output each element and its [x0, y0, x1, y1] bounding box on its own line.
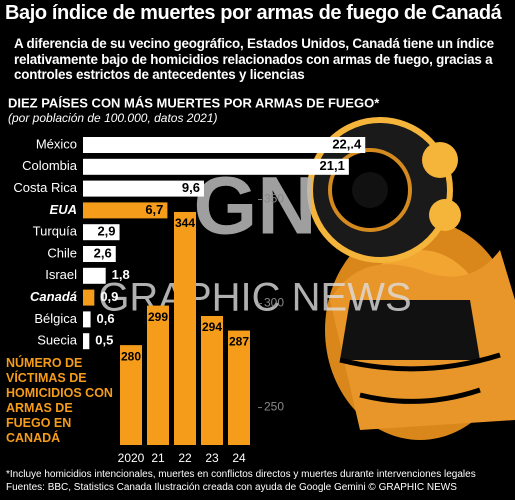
value-label: 344: [175, 216, 195, 230]
category-label: Turquía: [33, 224, 78, 239]
bar-title: NÚMERO DE VÍCTIMAS DE HOMICIDIOS CON ARM…: [6, 356, 113, 445]
watermark-logo: GN: [194, 161, 317, 252]
value-label: 9,6: [182, 180, 200, 195]
page-subtitle: A diferencia de su vecino geográfico, Es…: [14, 36, 494, 82]
footnote: *Incluye homicidios intencionales, muert…: [6, 469, 476, 480]
bar: [83, 180, 204, 197]
bar: [228, 330, 250, 445]
x-tick-label: 24: [232, 451, 246, 465]
value-label: 287: [229, 335, 249, 349]
value-label: 0,5: [95, 333, 113, 348]
bar: [147, 305, 169, 445]
gun-illustration: [307, 117, 515, 440]
source: Fuentes: BBC, Statistics Canada Ilustrac…: [6, 482, 457, 493]
bar: [83, 137, 366, 153]
bar: [174, 211, 196, 445]
bar: [83, 158, 349, 175]
y-tick-label: 300: [264, 296, 284, 310]
value-label: 294: [202, 320, 222, 334]
value-label: 1,8: [112, 267, 130, 282]
bar: [83, 224, 120, 241]
bar: [201, 316, 223, 445]
bar: [120, 345, 142, 445]
value-label: 0,6: [97, 311, 115, 326]
x-tick-label: 2020: [118, 451, 145, 465]
value-label: 2,9: [97, 224, 115, 239]
bar: [83, 202, 168, 219]
value-label: 21,1: [320, 158, 345, 173]
y-tick-label: 250: [264, 400, 284, 414]
x-tick-label: 22: [178, 451, 192, 465]
category-label: Costa Rica: [13, 180, 77, 195]
value-label: 280: [121, 349, 141, 363]
bar: [83, 267, 106, 284]
value-label: 22,.4: [332, 136, 362, 151]
category-label: EUA: [50, 202, 77, 217]
y-tick-label: 350: [264, 192, 284, 206]
x-tick-label: 21: [151, 451, 165, 465]
category-label: Israel: [45, 267, 77, 282]
x-tick-label: 23: [205, 451, 219, 465]
value-label: 299: [148, 310, 168, 324]
value-label: 0,9: [100, 289, 118, 304]
hbar-subtitle: (por población de 100.000, datos 2021): [8, 111, 218, 125]
bar: [83, 246, 116, 262]
bar: [83, 333, 90, 350]
bar: [83, 289, 95, 306]
value-label: 2,6: [94, 245, 112, 260]
category-label: Chile: [47, 245, 77, 260]
category-label: Suecia: [37, 333, 78, 348]
category-label: Colombia: [22, 158, 78, 173]
hbar-title: DIEZ PAÍSES CON MÁS MUERTES POR ARMAS DE…: [8, 95, 380, 110]
category-label: Bélgica: [34, 311, 77, 326]
bar: [83, 311, 91, 328]
category-label: México: [36, 136, 77, 151]
watermark-text: GRAPHIC NEWS: [98, 276, 411, 320]
page-title: Bajo índice de muertes por armas de fueg…: [5, 2, 502, 24]
category-label: Canadá: [30, 289, 77, 304]
value-label: 6,7: [145, 202, 163, 217]
